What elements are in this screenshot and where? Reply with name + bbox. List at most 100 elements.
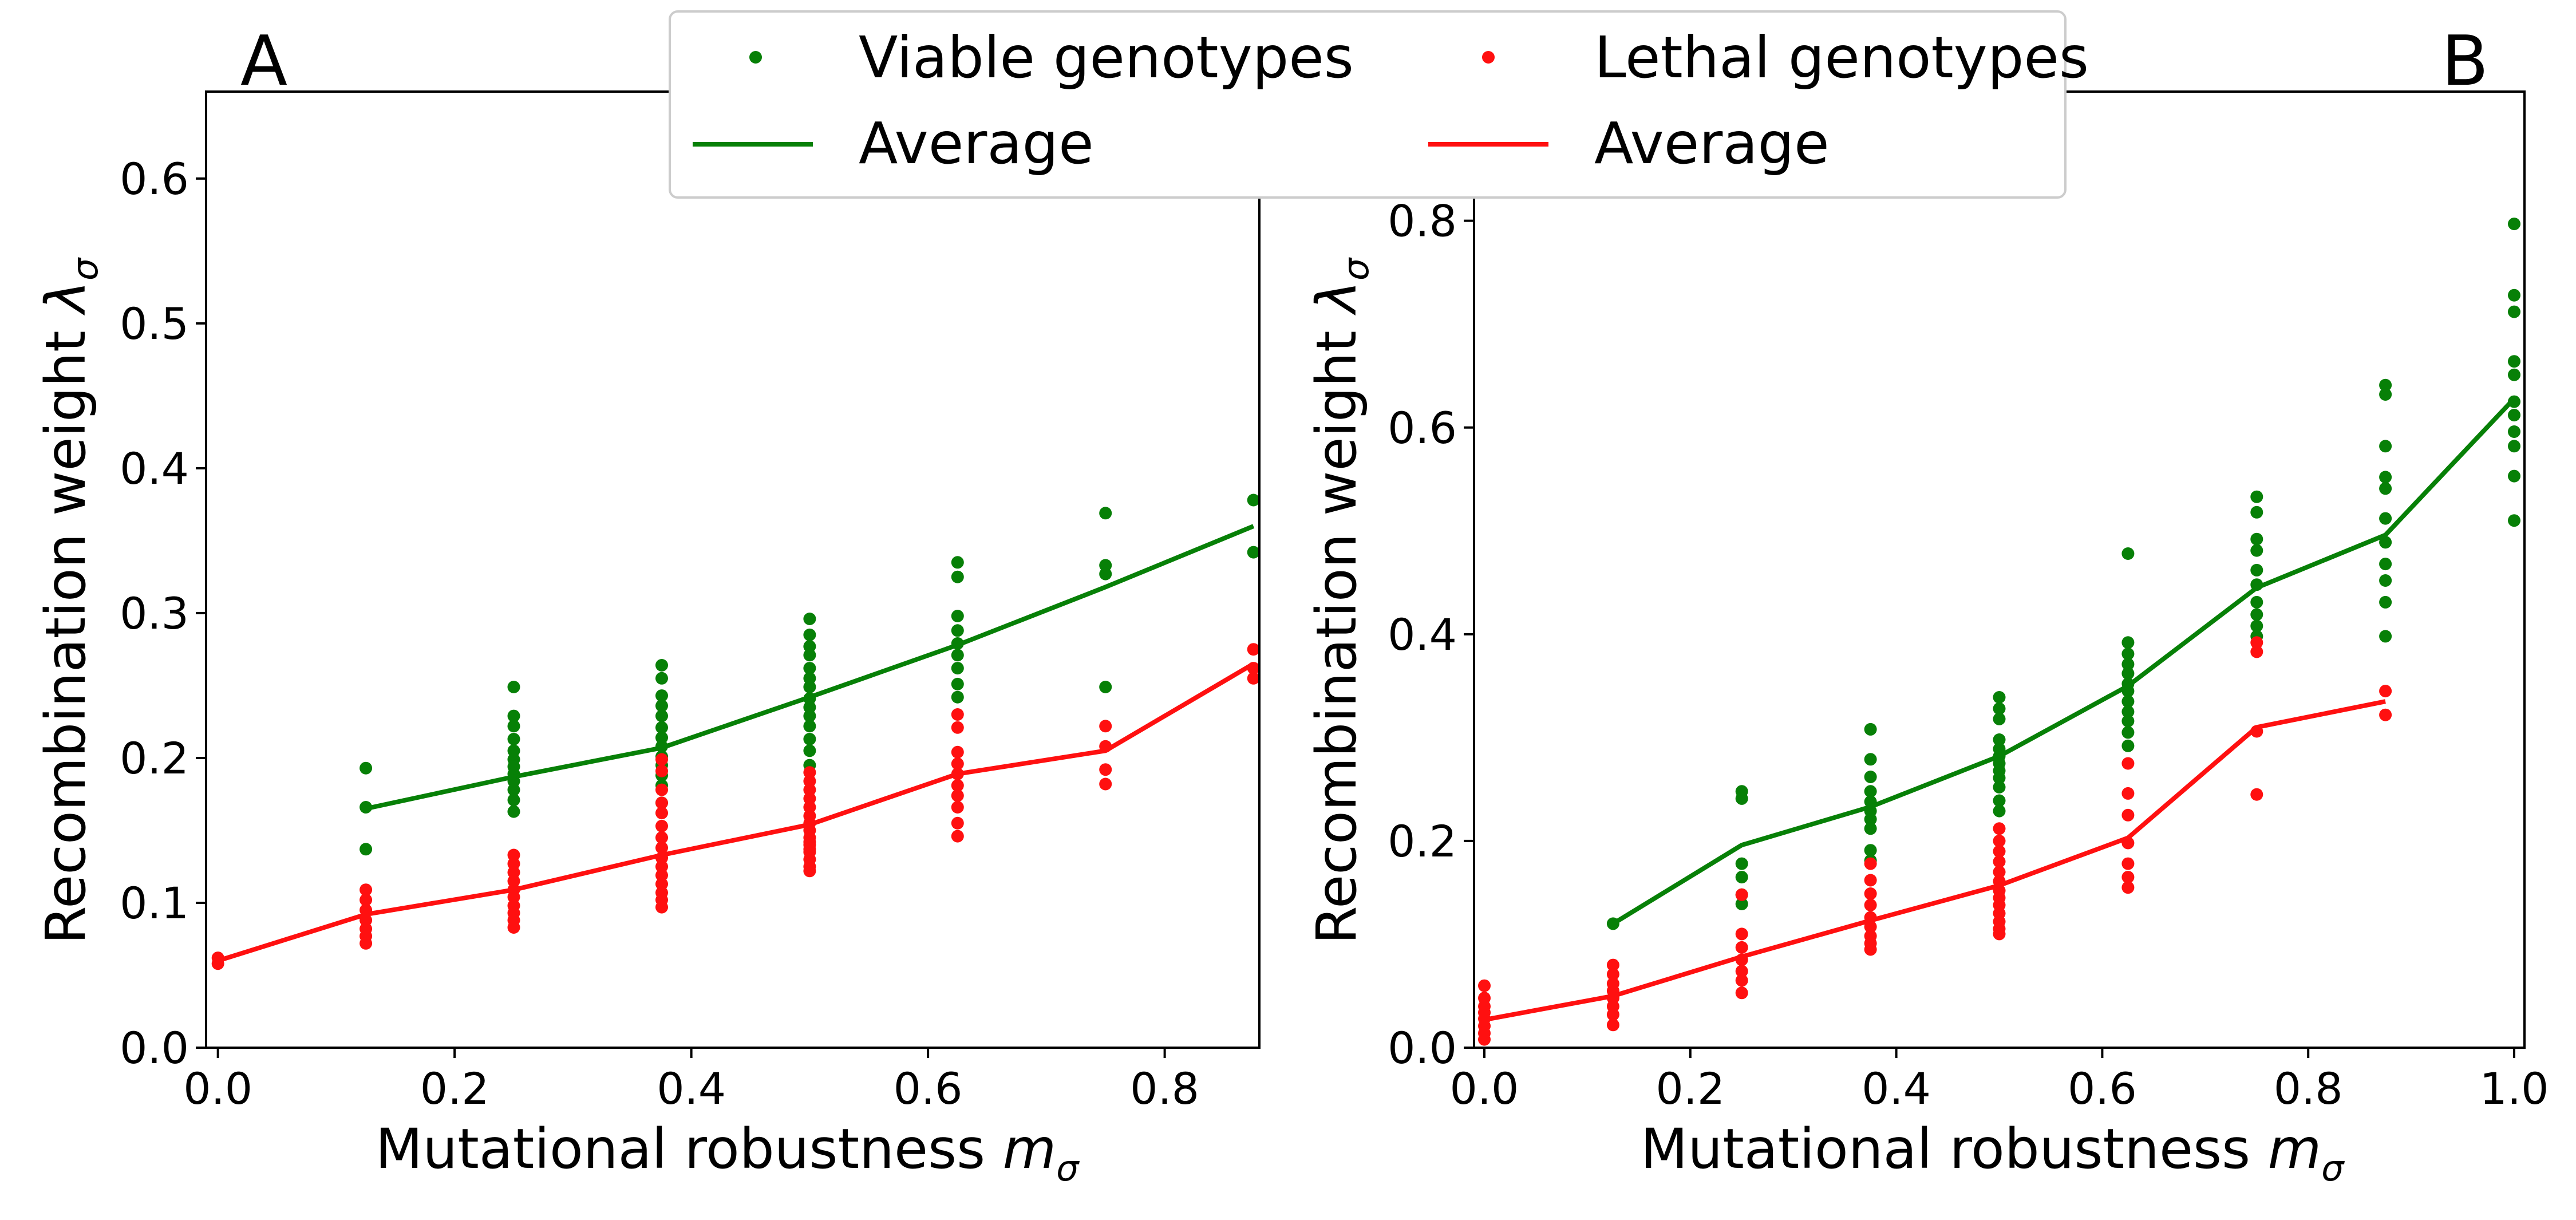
panel-letter-a: A	[240, 22, 287, 101]
y-tick-label: 0.8	[1388, 196, 1457, 247]
lethal-point	[655, 753, 668, 766]
viable-point	[1099, 559, 1112, 572]
viable-point	[2121, 714, 2135, 728]
viable-point	[507, 783, 520, 796]
viable-point	[655, 672, 668, 685]
lethal-point	[1735, 974, 1748, 987]
lethal-point	[2121, 808, 2135, 822]
viable-point	[951, 556, 964, 569]
lethal-point	[1099, 777, 1112, 791]
viable-point	[1099, 507, 1112, 520]
viable-point	[2379, 378, 2392, 392]
viable-point	[1864, 722, 1877, 736]
x-tick-label: 0.2	[420, 1063, 489, 1114]
lethal-point	[2379, 685, 2392, 698]
viable-point	[803, 628, 816, 641]
lethal-point	[1247, 672, 1260, 685]
plot-layer-b: 0.0 0.2 0.4 0.6 0.8 0.0 0.2 0.4 0.6 0.8 1.0	[1388, 90, 2549, 1114]
viable-point	[1864, 785, 1877, 798]
lethal-point	[655, 860, 668, 873]
x-axis-symbol: m	[1003, 1117, 1057, 1181]
viable-point	[803, 701, 816, 714]
viable-point	[1993, 702, 2006, 715]
x-tick-label: 0.4	[657, 1063, 726, 1114]
lethal-point	[507, 866, 520, 879]
viable-point	[507, 744, 520, 757]
lethal-point	[1606, 1008, 1619, 1021]
lethal-point	[1993, 866, 2006, 879]
viable-point	[2379, 558, 2392, 571]
viable-point	[2508, 305, 2520, 318]
y-tick-label: 0.0	[1388, 1022, 1457, 1073]
legend-lethal-marker	[1482, 51, 1495, 64]
lethal-average-line	[1484, 699, 2386, 1022]
lethal-point	[1993, 855, 2006, 868]
viable-point	[655, 699, 668, 712]
viable-point	[2250, 608, 2263, 621]
viable-point	[803, 681, 816, 693]
lethal-point	[1735, 888, 1748, 901]
viable-point	[1993, 794, 2006, 807]
lethal-point	[507, 921, 520, 934]
lethal-average-line	[217, 662, 1255, 964]
lethal-point	[507, 890, 520, 903]
viable-point	[2508, 469, 2520, 483]
lethal-point	[803, 792, 816, 805]
viable-point	[1864, 822, 1877, 835]
lethal-point	[1478, 1033, 1491, 1046]
viable-point	[803, 613, 816, 625]
lethal-point	[803, 766, 816, 779]
legend-box	[669, 10, 2067, 199]
x-axis-symbol: m	[2268, 1117, 2322, 1181]
svg-text:Recombination weight λσ: Recombination weight λσ	[1305, 257, 1377, 944]
viable-point	[1099, 567, 1112, 581]
viable-point	[1993, 733, 2006, 746]
lethal-point	[951, 745, 964, 759]
lethal-point	[2250, 788, 2263, 801]
lethal-point	[1735, 965, 1748, 978]
lethal-point	[803, 835, 816, 848]
viable-point	[803, 672, 816, 685]
lethal-point	[1247, 643, 1260, 656]
viable-point	[1993, 691, 2006, 704]
y-tick-label: 0.6	[1388, 402, 1457, 453]
lethal-point	[1993, 834, 2006, 847]
lethal-point	[1993, 927, 2006, 941]
x-axis-label-text: Mutational robustness	[1641, 1117, 2251, 1181]
legend-viable-average-label: Average	[859, 110, 1094, 177]
viable-point	[2379, 536, 2392, 549]
lethal-point	[1735, 927, 1748, 941]
svg-text:Recombination weight λσ: Recombination weight λσ	[34, 257, 106, 944]
y-tick-label: 0.4	[1388, 609, 1457, 660]
lethal-point	[951, 830, 964, 843]
viable-point	[2508, 409, 2520, 422]
y-axis-label-text: Recombination weight	[34, 330, 98, 944]
lethal-point	[951, 816, 964, 830]
viable-point	[359, 843, 373, 856]
viable-point	[507, 681, 520, 693]
legend: Viable genotypes Average Lethal genotype…	[669, 10, 2089, 199]
viable-point	[2250, 506, 2263, 519]
viable-point	[507, 805, 520, 818]
viable-point	[655, 721, 668, 734]
viable-point	[507, 720, 520, 733]
viable-point	[803, 649, 816, 662]
lethal-point	[655, 796, 668, 810]
x-tick-label: 0.2	[1656, 1063, 1725, 1114]
viable-point	[2250, 595, 2263, 609]
y-tick-label: 0.0	[120, 1022, 189, 1073]
viable-point	[1993, 781, 2006, 793]
lethal-point	[2121, 787, 2135, 800]
lethal-point	[655, 868, 668, 882]
panel-letter-b: B	[2441, 22, 2488, 101]
viable-point	[1864, 844, 1877, 857]
x-tick-label: 0.8	[1130, 1063, 1199, 1114]
viable-point	[1735, 857, 1748, 870]
lethal-point	[951, 779, 964, 792]
lethal-point	[2121, 857, 2135, 870]
lethal-point	[655, 841, 668, 854]
y-tick-label: 0.2	[120, 733, 189, 784]
y-axis-subscript: σ	[64, 257, 106, 281]
viable-point	[655, 659, 668, 672]
